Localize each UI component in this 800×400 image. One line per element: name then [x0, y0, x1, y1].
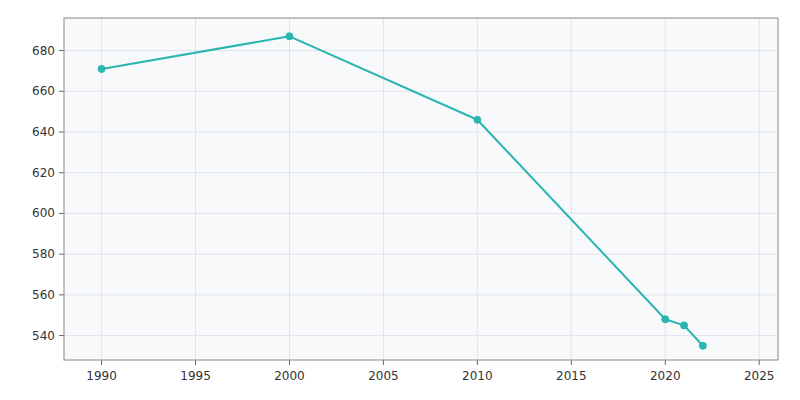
x-grid-line [665, 18, 666, 360]
x-grid-line [289, 18, 290, 360]
x-tick-label: 2025 [744, 369, 775, 383]
y-tick [59, 50, 64, 51]
y-grid-line [64, 172, 778, 173]
x-tick [665, 360, 666, 365]
x-tick [477, 360, 478, 365]
y-grid-line [64, 91, 778, 92]
y-tick-label: 640 [32, 125, 55, 139]
y-tick-label: 600 [32, 206, 55, 220]
y-grid-line [64, 50, 778, 51]
plot-background [64, 18, 778, 360]
x-tick-label: 2015 [556, 369, 587, 383]
y-tick [59, 91, 64, 92]
y-grid-line [64, 254, 778, 255]
plot-frame [64, 18, 778, 360]
y-tick-label: 560 [32, 288, 55, 302]
grid [64, 18, 778, 360]
x-grid-line [571, 18, 572, 360]
y-grid-line [64, 132, 778, 133]
x-grid-line [383, 18, 384, 360]
x-grid-line [759, 18, 760, 360]
y-tick [59, 213, 64, 214]
x-tick [195, 360, 196, 365]
y-tick-label: 620 [32, 166, 55, 180]
x-grid-line [477, 18, 478, 360]
x-tick-label: 2000 [274, 369, 305, 383]
x-tick-label: 1990 [86, 369, 117, 383]
y-tick [59, 254, 64, 255]
axes: 1990 1995 2000 2005 2010 2015 2020 2025 540 560 58… [32, 18, 778, 383]
y-tick [59, 294, 64, 295]
x-tick [571, 360, 572, 365]
data-layer [98, 33, 706, 349]
x-tick-label: 2005 [368, 369, 399, 383]
y-grid-line [64, 294, 778, 295]
y-tick-label: 540 [32, 329, 55, 343]
x-tick-label: 2010 [462, 369, 493, 383]
y-grid-line [64, 213, 778, 214]
y-tick [59, 172, 64, 173]
data-point [474, 116, 481, 123]
y-grid-line [64, 335, 778, 336]
chart-svg: 1990 1995 2000 2005 2010 2015 2020 2025 540 560 58… [0, 0, 800, 400]
x-tick [101, 360, 102, 365]
data-point [681, 322, 688, 329]
chart-container: 1990 1995 2000 2005 2010 2015 2020 2025 540 560 58… [0, 0, 800, 400]
data-point [286, 33, 293, 40]
x-grid-line [195, 18, 196, 360]
data-point [662, 316, 669, 323]
data-point [98, 65, 105, 72]
y-tick [59, 132, 64, 133]
y-tick [59, 335, 64, 336]
y-tick-label: 580 [32, 247, 55, 261]
x-tick [289, 360, 290, 365]
x-tick-label: 2020 [650, 369, 681, 383]
x-tick [759, 360, 760, 365]
x-tick [383, 360, 384, 365]
y-tick-label: 660 [32, 84, 55, 98]
population-line [102, 36, 703, 345]
y-tick-label: 680 [32, 44, 55, 58]
data-point [699, 342, 706, 349]
x-tick-label: 1995 [180, 369, 211, 383]
